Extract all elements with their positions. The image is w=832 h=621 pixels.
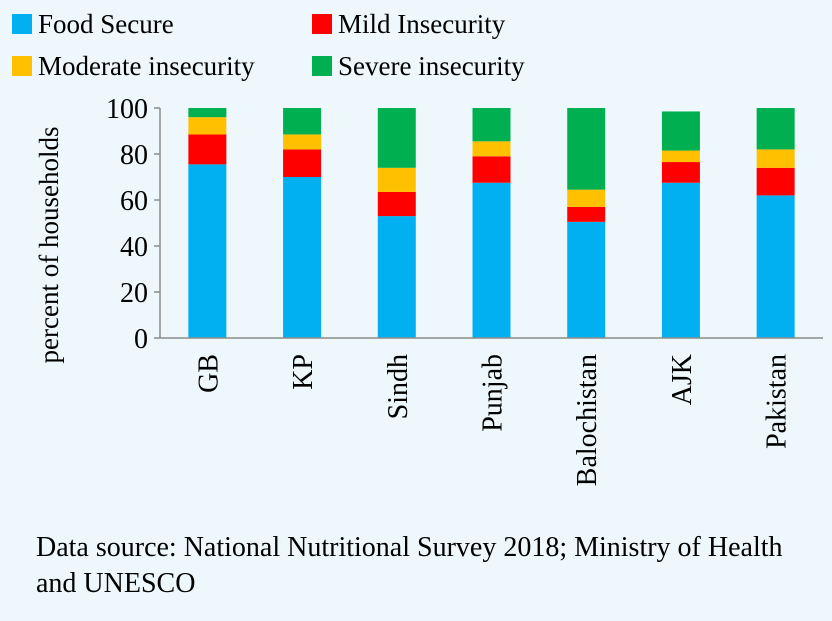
bar-segment-1-0 xyxy=(283,177,322,338)
legend-swatch-0 xyxy=(12,14,32,34)
bar-segment-4-2 xyxy=(567,189,606,207)
legend-swatch-3 xyxy=(312,56,332,76)
x-tick-label-0: GB xyxy=(193,354,224,393)
bar-segment-4-0 xyxy=(567,221,606,338)
axes: 0 20 40 60 80 100 GB KP Sindh Punjab Balochistan AJ… xyxy=(106,94,823,486)
bar-segment-2-3 xyxy=(377,108,416,168)
bar-segment-6-3 xyxy=(756,108,795,150)
bar-segment-6-0 xyxy=(756,195,795,338)
bar-segment-0-0 xyxy=(188,164,227,338)
x-tick-label-4: Balochistan xyxy=(572,354,603,486)
bar-segment-6-2 xyxy=(756,149,795,168)
bar-segment-0-1 xyxy=(188,134,227,165)
x-tick-label-1: KP xyxy=(288,354,319,390)
stacked-bar-chart: Food Secure Mild Insecurity Moderate insec… xyxy=(12,9,823,486)
x-tick-label-6: Pakistan xyxy=(762,354,793,449)
y-tick-label-2: 40 xyxy=(120,232,148,263)
legend-swatch-2 xyxy=(12,56,32,76)
bar-segment-2-0 xyxy=(377,216,416,338)
y-tick-label-5: 100 xyxy=(106,94,148,125)
y-tick-label-1: 20 xyxy=(120,278,148,309)
y-tick-label-4: 80 xyxy=(120,140,148,171)
legend-label-1: Mild Insecurity xyxy=(338,9,506,39)
legend: Food Secure Mild Insecurity Moderate insec… xyxy=(12,9,525,81)
bar-segment-3-1 xyxy=(472,156,511,183)
x-tick-label-2: Sindh xyxy=(383,354,414,419)
bars xyxy=(188,108,795,338)
bar-segment-3-2 xyxy=(472,141,511,157)
bar-segment-1-1 xyxy=(283,149,322,177)
bar-segment-3-0 xyxy=(472,182,511,338)
bar-segment-2-1 xyxy=(377,191,416,217)
bar-segment-3-3 xyxy=(472,108,511,142)
y-tick-label-3: 60 xyxy=(120,186,148,217)
bar-segment-6-1 xyxy=(756,167,795,196)
bar-segment-0-2 xyxy=(188,117,227,135)
bar-segment-5-1 xyxy=(661,162,700,183)
data-source-note: Data source: National Nutritional Survey… xyxy=(36,532,783,599)
bar-segment-4-1 xyxy=(567,206,606,222)
bar-segment-4-3 xyxy=(567,108,606,190)
y-tick-label-0: 0 xyxy=(134,324,148,355)
bar-segment-0-3 xyxy=(188,108,227,118)
bar-segment-5-0 xyxy=(661,182,700,338)
bar-segment-1-3 xyxy=(283,108,322,135)
bar-segment-5-2 xyxy=(661,150,700,163)
legend-label-0: Food Secure xyxy=(38,9,174,39)
legend-label-3: Severe insecurity xyxy=(338,51,525,81)
legend-label-2: Moderate insecurity xyxy=(38,51,255,81)
y-axis-label: percent of households xyxy=(34,127,64,364)
x-tick-label-5: AJK xyxy=(667,354,698,405)
bar-segment-1-2 xyxy=(283,134,322,150)
bar-segment-5-3 xyxy=(661,111,700,151)
legend-swatch-1 xyxy=(312,14,332,34)
x-tick-label-3: Punjab xyxy=(478,354,509,432)
bar-segment-2-2 xyxy=(377,167,416,192)
